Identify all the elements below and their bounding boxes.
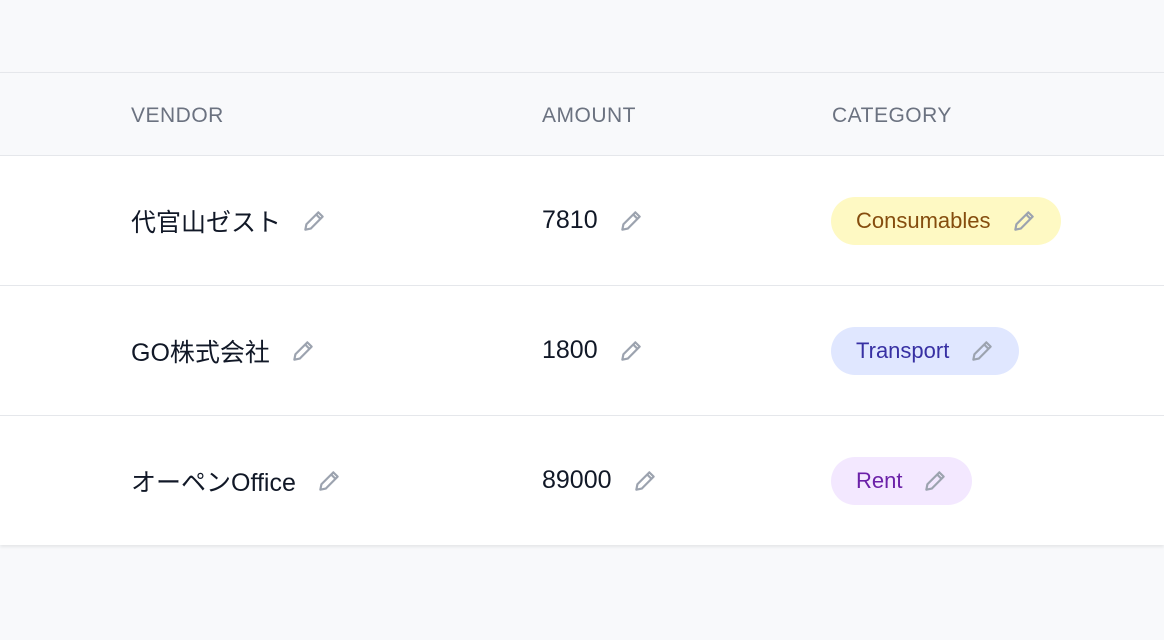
category-cell: Rent (831, 416, 973, 545)
category-cell: Transport (831, 286, 1020, 415)
expenses-table: VENDOR AMOUNT CATEGORY 代官山ゼスト 7810 Consuma… (0, 72, 1164, 545)
header-vendor: VENDOR (131, 104, 224, 127)
pencil-icon[interactable] (316, 468, 342, 494)
table-row: 代官山ゼスト 7810 Consumables (0, 156, 1164, 286)
pencil-icon[interactable] (1011, 208, 1037, 234)
vendor-text: GO株式会社 (131, 338, 270, 367)
category-text: Consumables (856, 207, 991, 233)
table-header: VENDOR AMOUNT CATEGORY (0, 73, 1164, 156)
category-text: Transport (856, 337, 950, 363)
pencil-icon[interactable] (618, 338, 644, 364)
category-badge[interactable]: Rent (831, 456, 973, 505)
vendor-cell: 代官山ゼスト (131, 156, 327, 285)
pencil-icon[interactable] (632, 468, 658, 494)
amount-cell: 89000 (542, 416, 658, 545)
pencil-icon[interactable] (618, 208, 644, 234)
header-category: CATEGORY (832, 104, 952, 127)
amount-text: 89000 (542, 466, 612, 494)
category-badge[interactable]: Consumables (831, 196, 1061, 245)
vendor-text: オーペンOffice (131, 468, 296, 497)
amount-text: 1800 (542, 336, 598, 364)
table-row: オーペンOffice 89000 Rent (0, 416, 1164, 545)
category-cell: Consumables (831, 156, 1061, 285)
vendor-cell: オーペンOffice (131, 416, 342, 545)
vendor-cell: GO株式会社 (131, 286, 316, 415)
amount-text: 7810 (542, 206, 598, 234)
pencil-icon[interactable] (922, 468, 948, 494)
category-badge[interactable]: Transport (831, 326, 1020, 375)
category-text: Rent (856, 467, 903, 493)
header-amount: AMOUNT (542, 104, 636, 127)
pencil-icon[interactable] (969, 338, 995, 364)
amount-cell: 1800 (542, 286, 644, 415)
table-row: GO株式会社 1800 Transport (0, 286, 1164, 416)
vendor-text: 代官山ゼスト (131, 208, 282, 237)
pencil-icon[interactable] (290, 338, 316, 364)
pencil-icon[interactable] (301, 208, 327, 234)
amount-cell: 7810 (542, 156, 644, 285)
